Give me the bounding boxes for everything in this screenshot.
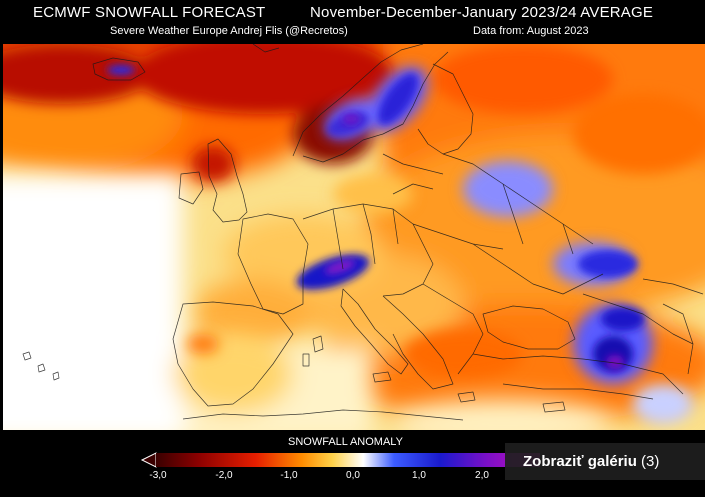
black-sea-outline [482, 305, 576, 350]
atlantic-islands [22, 351, 60, 381]
france-outline [237, 213, 309, 315]
gallery-count: (3) [641, 453, 660, 470]
tick-label-zero: 0,0 [346, 470, 360, 481]
tick-label-pos1: 1,0 [412, 470, 426, 481]
tick-label-neg2: -2,0 [215, 470, 233, 481]
tick-label-neg1: -1,0 [280, 470, 298, 481]
figure-header: ECMWF SNOWFALL FORECAST November-Decembe… [0, 0, 705, 44]
colorbar-gradient [156, 453, 540, 467]
svalbard-outline [252, 44, 280, 53]
snowfall-anomaly-colorbar [140, 452, 540, 468]
central-europe-borders [302, 203, 504, 297]
tick-label-pos2: 2,0 [475, 470, 489, 481]
turkey-outline [472, 353, 684, 400]
author-credit: Severe Weather Europe Andrej Flis (@Recr… [110, 25, 348, 37]
mediterranean-islands [302, 335, 566, 413]
caucasus-outline [582, 278, 704, 345]
finland-outline [417, 63, 474, 155]
italy-outline [340, 288, 409, 375]
north-africa-coast [182, 409, 464, 421]
tick-label-neg3: -3,0 [149, 470, 167, 481]
show-gallery-button[interactable]: Zobraziť galériu (3) [505, 443, 705, 480]
british-isles-outline [178, 138, 248, 223]
figure-title: ECMWF SNOWFALL FORECAST [33, 4, 266, 21]
eastern-europe-borders [442, 153, 604, 295]
scandinavia-coastline [292, 44, 449, 163]
iberia-outline [172, 301, 294, 407]
caspian-outline [662, 303, 694, 375]
data-source: Data from: August 2023 [473, 25, 589, 37]
forecast-period: November-December-January 2023/24 AVERAG… [310, 4, 654, 21]
baltic-coast [382, 153, 444, 195]
legend-title: SNOWFALL ANOMALY [288, 436, 403, 448]
show-gallery-label: Zobraziť galériu [523, 453, 637, 470]
europe-anomaly-map [3, 44, 705, 430]
iceland-outline [92, 57, 146, 81]
colorbar-low-arrow [140, 452, 157, 468]
balkans-outline [382, 283, 484, 390]
